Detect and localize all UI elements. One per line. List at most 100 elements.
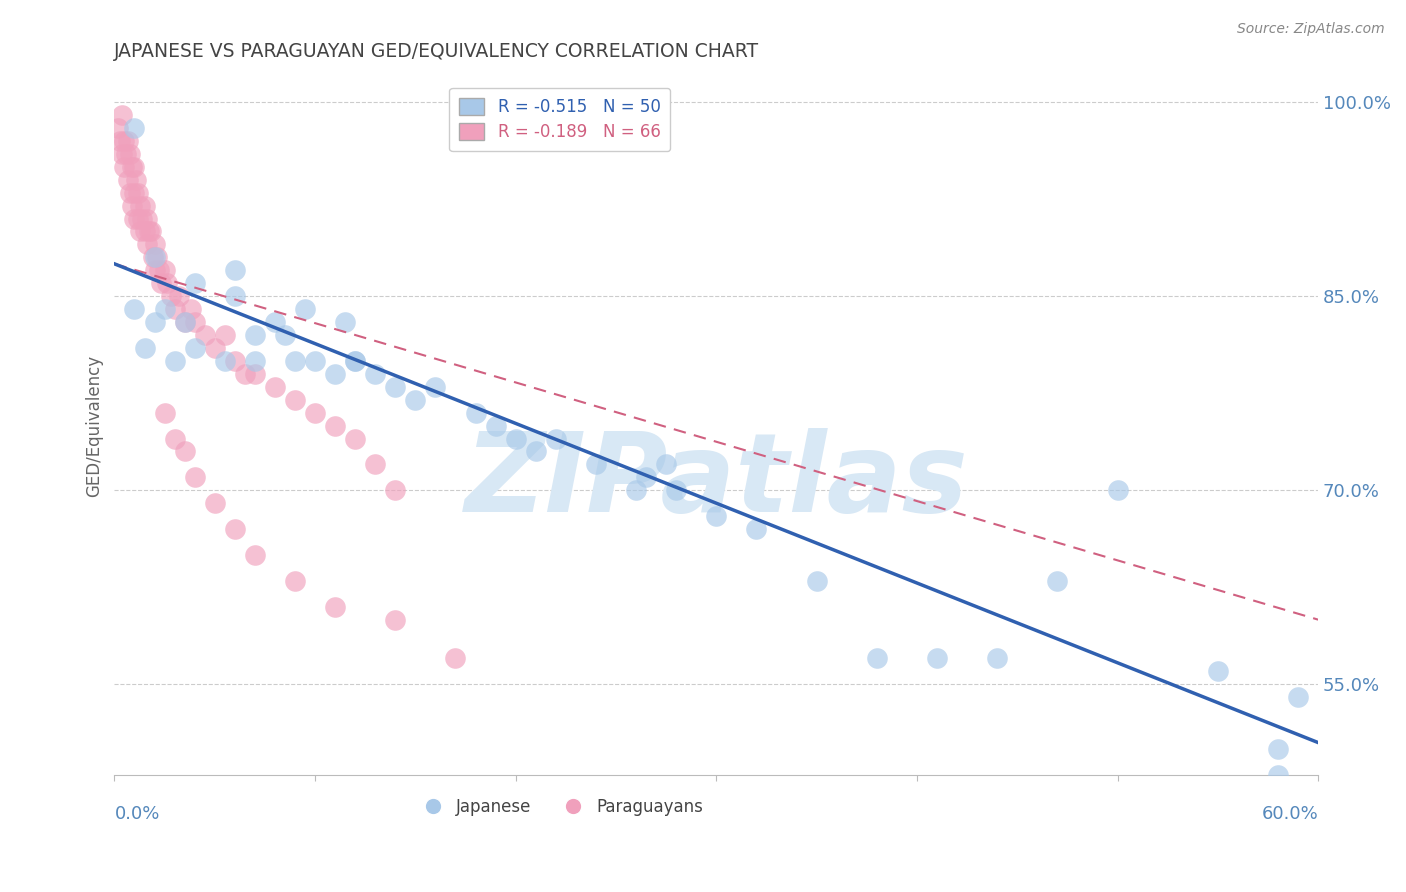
Point — [134, 198, 156, 212]
Point — [127, 211, 149, 226]
Point — [204, 341, 226, 355]
Point — [124, 160, 146, 174]
Point — [1107, 483, 1129, 498]
Point — [124, 186, 146, 200]
Point — [1286, 690, 1309, 705]
Text: 0.0%: 0.0% — [114, 805, 160, 823]
Point — [665, 483, 688, 498]
Point — [214, 328, 236, 343]
Point — [384, 380, 406, 394]
Point — [404, 392, 426, 407]
Point — [183, 341, 205, 355]
Text: 60.0%: 60.0% — [1261, 805, 1319, 823]
Point — [153, 263, 176, 277]
Point — [624, 483, 647, 498]
Point — [183, 315, 205, 329]
Point — [194, 328, 217, 343]
Point — [323, 599, 346, 614]
Point — [183, 277, 205, 291]
Point — [344, 354, 367, 368]
Point — [131, 211, 153, 226]
Legend: Japanese, Paraguayans: Japanese, Paraguayans — [409, 791, 710, 822]
Point — [141, 251, 163, 265]
Point — [117, 172, 139, 186]
Point — [135, 211, 157, 226]
Point — [264, 315, 287, 329]
Point — [121, 198, 143, 212]
Point — [233, 367, 256, 381]
Point — [264, 380, 287, 394]
Point — [224, 289, 246, 303]
Point — [124, 120, 146, 135]
Point — [323, 418, 346, 433]
Point — [167, 289, 190, 303]
Point — [1267, 742, 1289, 756]
Point — [148, 263, 170, 277]
Point — [204, 496, 226, 510]
Point — [323, 367, 346, 381]
Point — [704, 509, 727, 524]
Point — [107, 120, 129, 135]
Point — [124, 302, 146, 317]
Point — [364, 367, 387, 381]
Point — [121, 160, 143, 174]
Point — [155, 277, 177, 291]
Point — [214, 354, 236, 368]
Point — [145, 251, 167, 265]
Point — [986, 651, 1008, 665]
Point — [284, 354, 307, 368]
Point — [333, 315, 356, 329]
Point — [127, 186, 149, 200]
Point — [138, 225, 160, 239]
Point — [143, 251, 166, 265]
Point — [243, 354, 266, 368]
Point — [505, 432, 527, 446]
Point — [745, 522, 768, 536]
Point — [243, 367, 266, 381]
Point — [1267, 768, 1289, 782]
Point — [135, 237, 157, 252]
Text: Source: ZipAtlas.com: Source: ZipAtlas.com — [1237, 22, 1385, 37]
Point — [153, 406, 176, 420]
Point — [243, 548, 266, 562]
Point — [110, 134, 132, 148]
Point — [129, 225, 152, 239]
Text: ZIPatlas: ZIPatlas — [464, 428, 969, 535]
Point — [284, 392, 307, 407]
Point — [224, 354, 246, 368]
Point — [114, 160, 136, 174]
Point — [163, 302, 186, 317]
Point — [125, 172, 148, 186]
Point — [224, 522, 246, 536]
Point — [129, 198, 152, 212]
Point — [274, 328, 297, 343]
Point — [183, 470, 205, 484]
Point — [284, 574, 307, 588]
Point — [866, 651, 889, 665]
Point — [143, 263, 166, 277]
Point — [115, 146, 138, 161]
Text: JAPANESE VS PARAGUAYAN GED/EQUIVALENCY CORRELATION CHART: JAPANESE VS PARAGUAYAN GED/EQUIVALENCY C… — [114, 42, 759, 61]
Point — [544, 432, 567, 446]
Point — [111, 108, 134, 122]
Point — [655, 458, 678, 472]
Point — [180, 302, 202, 317]
Point — [636, 470, 658, 484]
Point — [163, 432, 186, 446]
Point — [143, 237, 166, 252]
Point — [124, 211, 146, 226]
Point — [224, 263, 246, 277]
Point — [117, 134, 139, 148]
Point — [1206, 665, 1229, 679]
Point — [120, 146, 142, 161]
Point — [806, 574, 828, 588]
Point — [134, 225, 156, 239]
Point — [149, 277, 172, 291]
Point — [444, 651, 467, 665]
Point — [153, 302, 176, 317]
Point — [173, 315, 195, 329]
Point — [294, 302, 316, 317]
Point — [925, 651, 948, 665]
Point — [173, 444, 195, 458]
Point — [111, 146, 134, 161]
